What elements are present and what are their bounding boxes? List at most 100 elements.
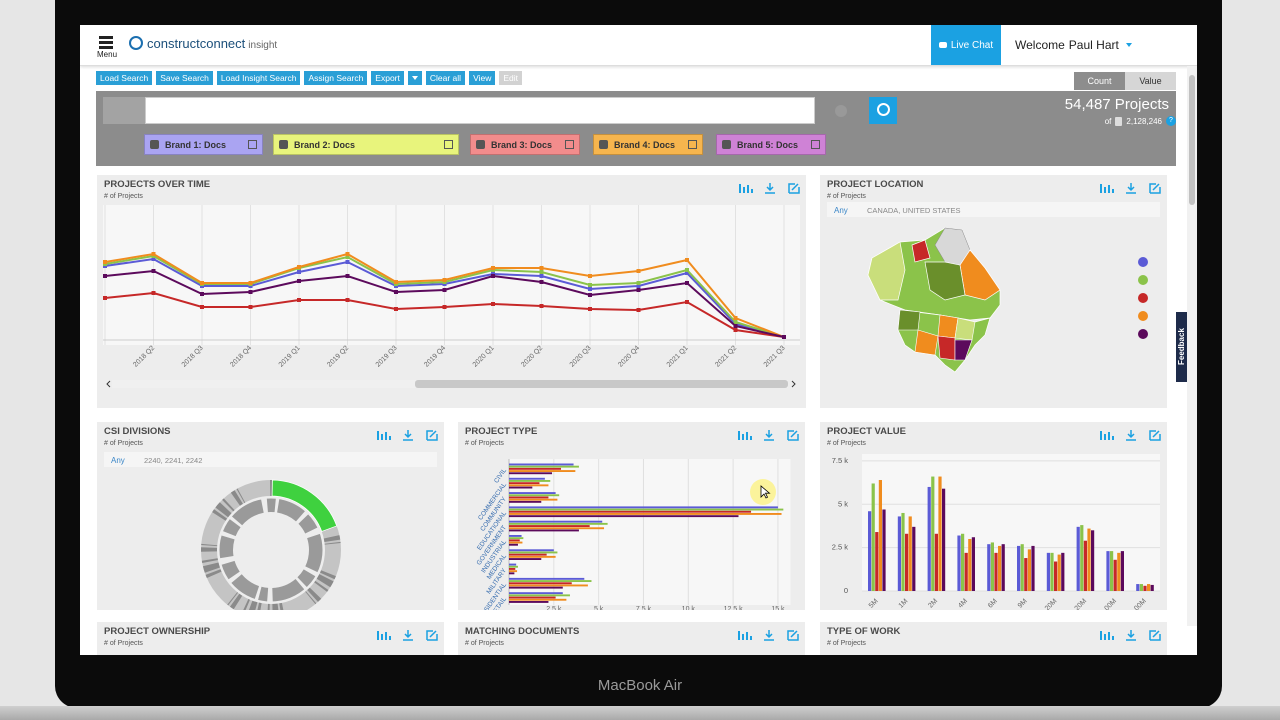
filter-any: Any [834,206,848,215]
menu-icon-bar[interactable] [99,46,113,49]
cursor [760,485,771,499]
brand-chip[interactable]: Brand 3: Docs [470,134,580,155]
brand-name: Brand 5: Docs [737,139,799,150]
brand-gear [722,140,731,149]
toolbar-button[interactable]: Load Insight Search [216,71,301,85]
bar [1080,525,1084,591]
panel-title: PROJECT OWNERSHIP [104,626,211,637]
point-marker [782,335,786,339]
search-type-select[interactable] [103,97,145,124]
point-marker [539,304,544,308]
brand-close[interactable] [688,140,697,149]
y-tick-label: 5 k [838,499,848,508]
y-tick-label: EDUCATIONAL [476,510,508,552]
point-marker [103,274,107,278]
panel-subtitle: # of Projects [465,440,504,447]
point-marker [442,305,447,309]
brand-chip[interactable]: Brand 2: Docs [273,134,459,155]
point-marker [103,296,107,300]
brand-gear [150,140,159,149]
bar [509,482,540,485]
point-marker [588,274,592,278]
point-marker [394,280,398,284]
scrollbar-thumb[interactable] [1189,75,1195,205]
point-marker [636,284,641,288]
bar [1076,526,1080,591]
point-marker [588,293,592,297]
x-tick-label: 2020 Q4 [617,345,641,369]
doc-icon [1115,116,1123,126]
bar [509,494,560,497]
x-tick-label: 7.5 k [636,606,652,613]
bar [1113,559,1117,591]
toolbar-button[interactable]: Load Search [96,71,153,85]
x-tick-label: 2021 Q1 [666,345,690,369]
feedback-tab[interactable]: Feedback [1176,312,1187,382]
bar [509,486,533,489]
chat-icon [938,42,947,48]
bar [509,527,605,530]
bar [509,594,570,597]
cursor-highlight [750,479,776,505]
download-icon [764,630,774,641]
bar [509,558,542,560]
toolbar-button[interactable]: Assign Search [304,71,368,85]
filter-any: Any [111,456,125,465]
brand-chip[interactable]: Brand 4: Docs [593,134,703,155]
bar [905,533,909,591]
point-marker [442,280,447,284]
bar [968,538,972,591]
menu-label[interactable]: Menu [97,50,118,59]
toolbar-button[interactable]: Save Search [156,71,213,85]
live-chat-button[interactable]: Live Chat [931,25,1001,65]
menu-icon-bar[interactable] [99,41,113,44]
point-marker [491,268,495,272]
map-state [954,317,976,341]
search-button[interactable] [869,97,897,124]
menu-icon-bar[interactable] [99,36,113,39]
welcome[interactable]: Welcome Paul Hart [1015,38,1132,52]
y-tick-label: COMMERCIAL [477,481,508,521]
projects-over-time-chart: 2018 Q2 2018 Q3 2018 Q4 2019 Q1 2019 Q2 2019 … [103,205,800,388]
x-tick-label: 2019 Q1 [278,345,302,369]
ring-outer-seg [201,480,341,610]
point-marker [539,274,544,278]
brand-close[interactable] [565,140,574,149]
bar [1147,584,1151,591]
panel [820,622,1167,655]
y-tick-label: RESIDENTIAL [478,581,508,620]
toggle-option[interactable]: Count [1074,72,1125,90]
brand-chip[interactable]: Brand 1: Docs [144,134,263,155]
bar [908,516,912,591]
bar [509,572,515,575]
point-marker [248,284,253,288]
brand-close[interactable] [811,140,820,149]
export-dropdown[interactable] [407,71,422,85]
panel [97,175,806,408]
brand-chip[interactable]: Brand 5: Docs [716,134,826,155]
bar [509,586,563,589]
y-tick-label: GOVERNMENT [476,524,508,566]
bar [509,549,554,552]
point-marker [200,284,204,288]
x-tick-label: 2021 Q2 [714,345,738,369]
bar [509,522,608,525]
toolbar-button[interactable]: View [469,71,496,85]
search-input[interactable] [145,97,815,124]
chart-type-icon [738,631,752,640]
brand-close[interactable] [248,140,257,149]
x-tick-label: 2019 Q2 [326,345,350,369]
toggle-option[interactable]: Value [1125,72,1176,90]
toolbar-button[interactable]: Export [371,71,404,85]
help-icon[interactable]: ? [1166,116,1176,126]
brand-close[interactable] [444,140,453,149]
point-marker [200,282,204,286]
map-state [954,339,973,361]
toolbar-button[interactable]: Clear all [425,71,466,85]
bar [1027,549,1031,591]
bar [998,545,1002,591]
bar [912,526,916,591]
search-clear[interactable] [835,105,847,117]
bar [509,484,549,487]
point-marker [685,281,689,285]
